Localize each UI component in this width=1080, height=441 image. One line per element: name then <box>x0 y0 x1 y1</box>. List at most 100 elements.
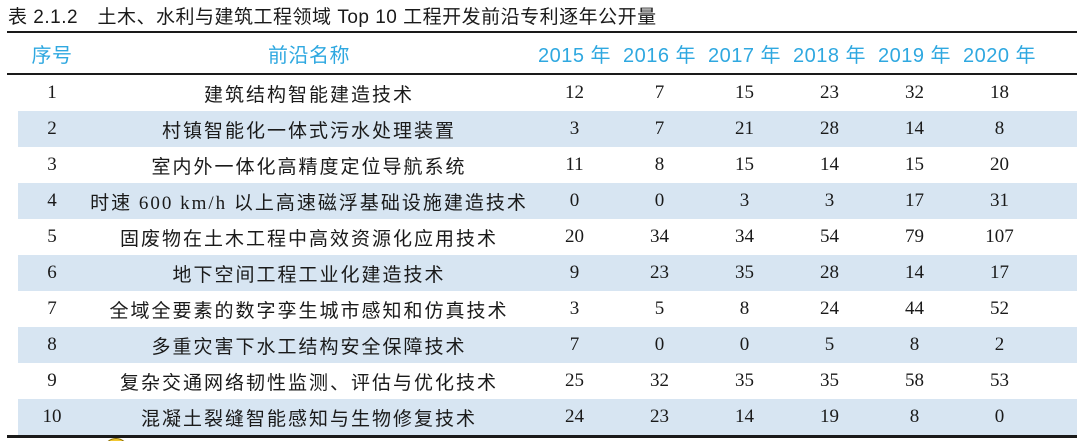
row-value: 21 <box>735 118 754 139</box>
row-value: 5 <box>824 334 835 355</box>
row-value: 14 <box>905 118 924 139</box>
row-value: 19 <box>820 406 839 427</box>
table-row: 3 室内外一体化高精度定位导航系统 11 8 15 14 15 20 <box>18 147 1077 183</box>
row-value: 25 <box>565 370 584 391</box>
column-header-2016: 2016 年 <box>622 44 697 67</box>
row-name: 混凝土裂缝智能感知与生物修复技术 <box>140 408 477 430</box>
row-number: 5 <box>47 226 57 247</box>
table-row: 2 村镇智能化一体式污水处理装置 3 7 21 28 14 8 <box>18 111 1077 147</box>
column-header-2019: 2019 年 <box>877 44 952 67</box>
row-value: 24 <box>820 298 839 319</box>
row-value: 35 <box>735 262 754 283</box>
row-value: 15 <box>735 154 754 175</box>
row-value: 107 <box>985 226 1014 247</box>
row-name: 村镇智能化一体式污水处理装置 <box>161 120 456 142</box>
row-number: 8 <box>47 334 57 355</box>
row-value: 8 <box>909 334 920 355</box>
row-value: 17 <box>905 190 924 211</box>
row-value: 31 <box>990 190 1009 211</box>
row-value: 3 <box>739 190 750 211</box>
row-value: 34 <box>650 226 669 247</box>
row-number: 2 <box>47 118 57 139</box>
table-row: 4 时速 600 km/h 以上高速磁浮基础设施建造技术 0 0 3 3 17 … <box>18 183 1077 219</box>
row-value: 52 <box>990 298 1009 319</box>
column-header-2018: 2018 年 <box>792 44 867 67</box>
row-value: 53 <box>990 370 1009 391</box>
row-name: 室内外一体化高精度定位导航系统 <box>151 156 467 178</box>
row-value: 35 <box>735 370 754 391</box>
row-value: 14 <box>905 262 924 283</box>
table-header-row: 序号 前沿名称 2015 年 2016 年 2017 年 2018 年 2019… <box>7 33 1077 75</box>
patent-table: 序号 前沿名称 2015 年 2016 年 2017 年 2018 年 2019… <box>7 31 1077 438</box>
table-row: 8 多重灾害下水工结构安全保障技术 7 0 0 5 8 2 <box>18 327 1077 363</box>
row-value: 28 <box>820 118 839 139</box>
row-name: 时速 600 km/h 以上高速磁浮基础设施建造技术 <box>90 192 528 214</box>
row-value: 5 <box>654 298 665 319</box>
row-number: 10 <box>42 406 62 427</box>
row-value: 23 <box>650 406 669 427</box>
row-number: 7 <box>47 298 57 319</box>
row-name: 复杂交通网络韧性监测、评估与优化技术 <box>119 372 498 394</box>
row-value: 0 <box>739 334 750 355</box>
row-value: 3 <box>569 118 580 139</box>
table-row: 5 固废物在土木工程中高效资源化应用技术 20 34 34 54 79 107 <box>18 219 1077 255</box>
row-value: 12 <box>565 82 584 103</box>
row-value: 0 <box>654 190 665 211</box>
column-header-2015: 2015 年 <box>537 44 612 67</box>
row-value: 54 <box>820 226 839 247</box>
column-header-name: 前沿名称 <box>268 44 350 67</box>
row-value: 3 <box>824 190 835 211</box>
row-value: 14 <box>820 154 839 175</box>
row-value: 17 <box>990 262 1009 283</box>
table-row: 1 建筑结构智能建造技术 12 7 15 23 32 18 <box>18 75 1077 111</box>
row-value: 15 <box>905 154 924 175</box>
row-value: 2 <box>994 334 1005 355</box>
row-number: 1 <box>47 82 57 103</box>
column-header-2017: 2017 年 <box>707 44 782 67</box>
row-value: 23 <box>820 82 839 103</box>
row-name: 多重灾害下水工结构安全保障技术 <box>151 336 467 358</box>
row-value: 32 <box>650 370 669 391</box>
row-name: 建筑结构智能建造技术 <box>203 84 414 106</box>
row-number: 4 <box>47 190 57 211</box>
row-value: 7 <box>654 118 665 139</box>
row-value: 8 <box>654 154 665 175</box>
table-row: 7 全域全要素的数字孪生城市感知和仿真技术 3 5 8 24 44 52 <box>18 291 1077 327</box>
row-number: 3 <box>47 154 57 175</box>
table-row: 9 复杂交通网络韧性监测、评估与优化技术 25 32 35 35 58 53 <box>18 363 1077 399</box>
row-value: 28 <box>820 262 839 283</box>
table-body: 1 建筑结构智能建造技术 12 7 15 23 32 18 2 村镇智能化一体式… <box>7 75 1077 435</box>
row-value: 8 <box>909 406 920 427</box>
row-value: 58 <box>905 370 924 391</box>
row-value: 14 <box>735 406 754 427</box>
row-value: 3 <box>569 298 580 319</box>
row-name: 地下空间工程工业化建造技术 <box>172 264 446 286</box>
row-name: 全域全要素的数字孪生城市感知和仿真技术 <box>109 300 509 322</box>
row-value: 0 <box>654 334 665 355</box>
table-row: 10 混凝土裂缝智能感知与生物修复技术 24 23 14 19 8 0 <box>18 399 1077 435</box>
row-value: 7 <box>569 334 580 355</box>
row-value: 7 <box>654 82 665 103</box>
table-row: 6 地下空间工程工业化建造技术 9 23 35 28 14 17 <box>18 255 1077 291</box>
row-value: 0 <box>569 190 580 211</box>
row-value: 44 <box>905 298 924 319</box>
row-value: 8 <box>739 298 750 319</box>
row-value: 35 <box>820 370 839 391</box>
row-name: 固废物在土木工程中高效资源化应用技术 <box>119 228 498 250</box>
row-value: 8 <box>994 118 1005 139</box>
row-value: 24 <box>565 406 584 427</box>
row-value: 20 <box>990 154 1009 175</box>
row-value: 20 <box>565 226 584 247</box>
table-caption: 表 2.1.2 土木、水利与建筑工程领域 Top 10 工程开发前沿专利逐年公开… <box>8 7 657 28</box>
column-header-2020: 2020 年 <box>962 44 1037 67</box>
row-value: 0 <box>994 406 1005 427</box>
row-value: 9 <box>569 262 580 283</box>
row-value: 32 <box>905 82 924 103</box>
row-value: 79 <box>905 226 924 247</box>
column-header-no: 序号 <box>31 44 73 67</box>
row-number: 9 <box>47 370 57 391</box>
row-value: 34 <box>735 226 754 247</box>
row-number: 6 <box>47 262 57 283</box>
row-value: 18 <box>990 82 1009 103</box>
